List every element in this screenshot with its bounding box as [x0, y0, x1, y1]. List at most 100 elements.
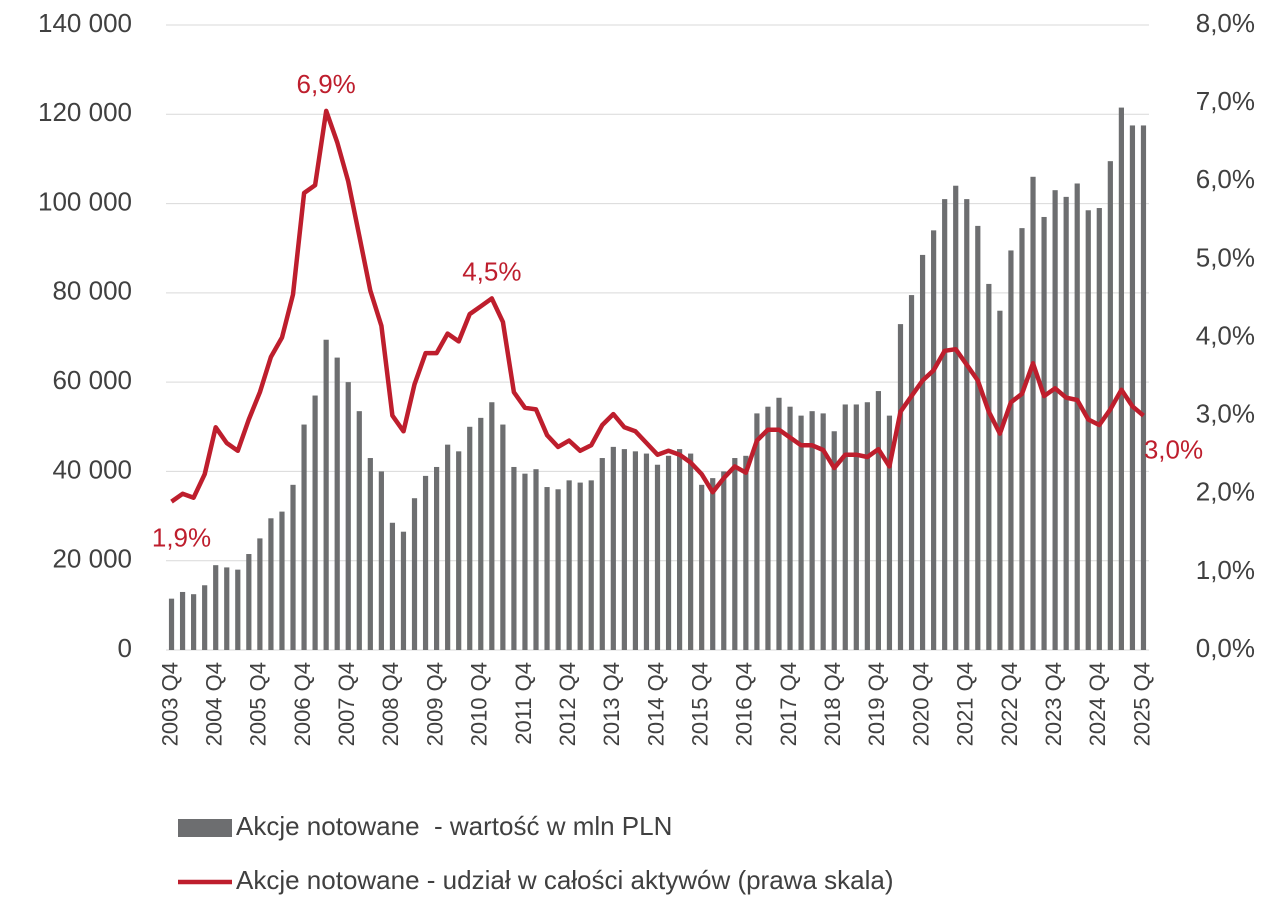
bar [456, 451, 462, 650]
bar [235, 569, 241, 650]
bar [699, 484, 705, 650]
bar [434, 466, 440, 650]
x-tick-label: 2011 Q4 [511, 662, 536, 745]
bar [743, 455, 749, 650]
bar [290, 484, 296, 650]
bar [721, 471, 727, 650]
legend-swatch [178, 819, 232, 837]
bar [820, 413, 826, 650]
y-tick-label: 100 000 [38, 186, 132, 216]
bar [831, 431, 837, 650]
y-tick-label: 140 000 [38, 8, 132, 38]
bar [1096, 208, 1102, 651]
bar [875, 391, 881, 650]
bar [886, 415, 893, 650]
bar [1019, 228, 1025, 650]
bar [257, 538, 263, 650]
x-tick-label: 2024 Q4 [1085, 662, 1110, 746]
bar [864, 402, 870, 650]
x-tick-label: 2004 Q4 [202, 662, 227, 746]
bar [544, 487, 550, 650]
bar [654, 464, 661, 650]
x-tick-label: 2025 Q4 [1129, 662, 1154, 746]
bar [919, 254, 926, 651]
y2-tick-label: 8,0% [1196, 8, 1255, 38]
bar [577, 482, 583, 650]
x-tick-label: 2021 Q4 [953, 662, 978, 746]
bar [334, 357, 340, 650]
bar [467, 426, 473, 650]
bar [599, 458, 605, 650]
bar [908, 295, 915, 650]
y-tick-label: 120 000 [38, 97, 132, 127]
bar [323, 339, 329, 650]
y-tick-label: 60 000 [52, 365, 132, 395]
x-tick-label: 2013 Q4 [599, 662, 624, 746]
x-tick-label: 2007 Q4 [334, 662, 359, 746]
x-tick-label: 2005 Q4 [246, 662, 271, 746]
bar [389, 522, 396, 650]
x-tick-label: 2023 Q4 [1041, 662, 1066, 746]
bar [1140, 125, 1147, 651]
bar [853, 404, 859, 650]
bar [378, 471, 384, 650]
y2-tick-label: 7,0% [1196, 86, 1255, 116]
x-tick-label: 2016 Q4 [732, 662, 757, 746]
bar [533, 469, 539, 650]
x-tick-label: 2003 Q4 [157, 662, 182, 746]
bar [168, 598, 175, 650]
bar [1118, 107, 1124, 650]
bar [268, 518, 274, 650]
x-tick-label: 2019 Q4 [864, 662, 889, 746]
bar [732, 458, 738, 650]
bar [665, 455, 672, 650]
bar [588, 480, 594, 650]
bar [566, 480, 572, 650]
bar [975, 225, 981, 650]
bar [1030, 176, 1036, 651]
x-tick-label: 2006 Q4 [290, 662, 315, 746]
bar [610, 446, 616, 650]
bar [676, 449, 683, 650]
bar [632, 451, 639, 650]
bar [710, 478, 716, 650]
bar [179, 591, 186, 650]
bar [787, 406, 793, 650]
bar [1085, 210, 1091, 650]
x-tick-label: 2008 Q4 [378, 662, 403, 746]
data-label: 4,5% [462, 256, 521, 286]
y2-tick-label: 1,0% [1196, 555, 1255, 585]
x-tick-label: 2015 Q4 [687, 662, 712, 746]
bar [931, 230, 937, 650]
bar [202, 585, 208, 650]
bar [422, 475, 429, 650]
y2-tick-label: 0,0% [1196, 633, 1255, 663]
bar [445, 444, 451, 650]
line [170, 108, 1145, 504]
bar [942, 199, 948, 650]
bar [345, 382, 351, 650]
bar [478, 417, 484, 650]
bar [312, 395, 318, 650]
bar [953, 185, 959, 650]
data-label: 6,9% [297, 69, 356, 99]
bar [1063, 196, 1069, 650]
x-tick-label: 2014 Q4 [643, 662, 668, 746]
bar [798, 415, 804, 650]
bar [897, 324, 904, 650]
bar [765, 406, 771, 650]
data-label: 3,0% [1144, 435, 1203, 465]
y2-tick-label: 5,0% [1196, 242, 1255, 272]
bar [411, 498, 418, 650]
x-tick-label: 2009 Q4 [422, 662, 447, 746]
bar [279, 511, 285, 650]
bar [986, 283, 992, 650]
bar [356, 411, 362, 650]
x-tick-label: 2022 Q4 [997, 662, 1022, 746]
bar [1129, 125, 1136, 651]
bar [511, 466, 517, 650]
bar [1008, 250, 1014, 651]
y-tick-label: 80 000 [52, 276, 132, 306]
bar [621, 449, 627, 650]
